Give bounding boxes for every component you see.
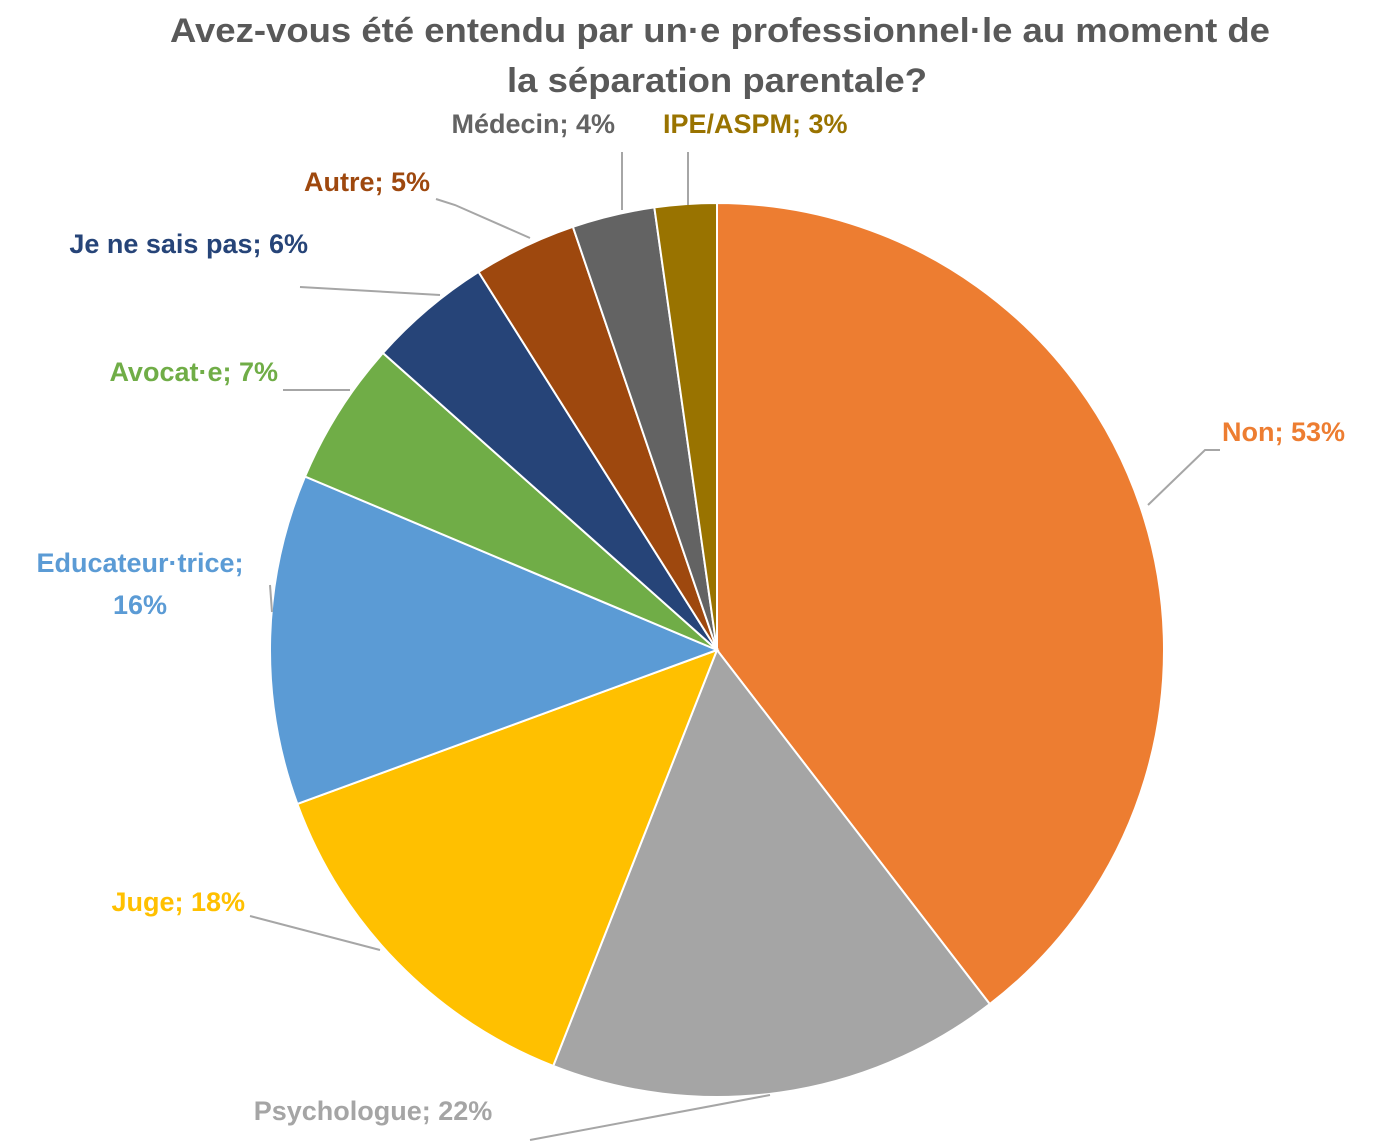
leader-line <box>299 286 441 296</box>
data-label: Autre; 5% <box>304 167 430 197</box>
pie-slice <box>716 201 1165 1006</box>
data-label: Médecin; 4% <box>451 109 615 139</box>
leader-line <box>529 1094 771 1141</box>
chart-title: Avez-vous été entendu par un·e professio… <box>170 12 1270 50</box>
leader-line <box>1147 449 1220 506</box>
data-label-line: 16% <box>113 590 167 620</box>
leader-line <box>269 584 273 613</box>
pie-slice <box>653 201 718 651</box>
data-label: Non; 53% <box>1222 417 1345 447</box>
pie-slice <box>551 647 992 1098</box>
data-label-line: Educateur·trice; <box>36 548 243 578</box>
pie-slice <box>296 648 719 1068</box>
data-label: Psychologue; 22% <box>254 1096 493 1126</box>
data-label: IPE/ASPM; 3% <box>663 109 848 139</box>
pie-slice <box>303 351 718 651</box>
chart-title: la séparation parentale? <box>507 62 927 100</box>
data-label: Avocat·e; 7% <box>109 357 278 387</box>
data-label: Educateur·trice; 16% <box>36 548 243 620</box>
data-label: Je ne sais pas; 6% <box>69 229 308 259</box>
pie-slice <box>269 475 720 806</box>
leader-line <box>435 198 531 239</box>
leader-line <box>249 915 381 951</box>
data-label: Juge; 18% <box>111 887 245 917</box>
